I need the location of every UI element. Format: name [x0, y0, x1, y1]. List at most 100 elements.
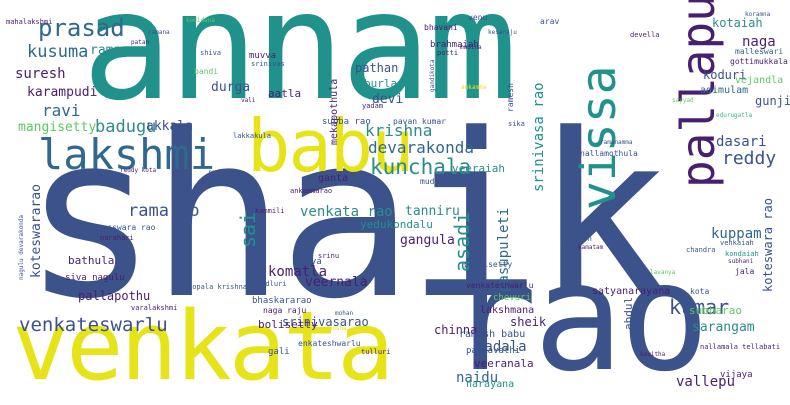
- word-potti: potti: [437, 49, 459, 57]
- word-narayana: narayana: [466, 379, 515, 390]
- word-annam: annam: [82, 0, 518, 134]
- word-gandikota: gandikota: [429, 59, 436, 92]
- word-mohan: mohan: [335, 310, 354, 317]
- word-reddy: reddy: [722, 148, 777, 169]
- word-madala: madala: [476, 339, 527, 355]
- word-pathan: pathan: [355, 61, 399, 75]
- word-koteswara-rao: koteswara rao: [761, 198, 775, 292]
- word-vissa: vissa: [571, 65, 627, 211]
- word-shaik: shaik: [22, 86, 670, 349]
- word-mekapothula: mekapothula: [329, 78, 340, 145]
- word-bhaskararao: bhaskararao: [252, 296, 312, 306]
- word-srinivas: srinivas: [251, 60, 285, 68]
- word-koramna: koramna: [745, 11, 771, 18]
- word-veernala: veernala: [305, 275, 368, 290]
- word-lakkakula: lakkakula: [233, 132, 271, 140]
- word-aatla: aatla: [268, 87, 302, 100]
- word-subhani: subhani: [728, 258, 754, 265]
- word-lavanya: lavanya: [650, 269, 676, 276]
- word-bathula: bathula: [68, 254, 115, 267]
- word-venu: venu: [468, 13, 488, 22]
- word-raghava: raghava: [208, 169, 234, 176]
- word-abdul: abdul: [622, 296, 635, 330]
- word-gudluri: gudluri: [257, 280, 287, 288]
- word-jala: jala: [735, 267, 755, 276]
- word-krishna: krishna: [365, 121, 433, 140]
- word-ramesh: ramesh: [506, 83, 515, 112]
- word-vijaya: vijaya: [720, 370, 753, 380]
- word-kunchala: kunchala: [370, 155, 472, 179]
- word-shiva: shiva: [200, 49, 222, 57]
- word-ankamma: ankamma: [461, 84, 487, 91]
- word-bolisetty: bolisetty: [258, 318, 318, 331]
- word-katta: katta: [245, 247, 267, 255]
- word-chevuri: chevuri: [493, 293, 531, 303]
- word-durga: durga: [211, 80, 251, 95]
- word-tanniru: tanniru: [405, 204, 460, 219]
- word-venkata-rao: venkata rao: [300, 204, 393, 220]
- word-sika: sika: [508, 120, 525, 128]
- word-chandra: chandra: [686, 246, 716, 254]
- word-kamatam: kamatam: [578, 244, 604, 251]
- word-devarakonda: devarakonda: [368, 138, 474, 157]
- word-arav: arav: [540, 17, 560, 26]
- word-ramesh-babu: ramesh babu: [459, 329, 526, 340]
- word-gangula: gangula: [400, 233, 455, 248]
- word-srinivasa-rao: srinivasa rao: [531, 82, 547, 192]
- word-subbarao: subbarao: [689, 304, 742, 317]
- word-brahmaiah: brahmaiah: [430, 40, 479, 50]
- word-dasari: dasari: [716, 134, 767, 150]
- word-kota: kota: [690, 287, 710, 296]
- word-nagesswara-rao: nagesswara rao: [88, 223, 156, 232]
- word-siva-nagulu: siva nagulu: [65, 273, 125, 283]
- word-kammili: kammili: [255, 207, 285, 215]
- word-veeraiah: veeraiah: [452, 162, 505, 175]
- word-devi: devi: [372, 92, 404, 107]
- word-ramarao: ramarao: [128, 201, 200, 221]
- word-lakshmana: lakshmana: [480, 305, 535, 316]
- word-adimulam: adimulam: [700, 85, 749, 96]
- word-naidu: naidu: [456, 370, 499, 386]
- word-pasupuleti: pasupuleti: [496, 207, 512, 292]
- word-badugu: badugu: [95, 117, 157, 137]
- word-kesaraju: kesaraju: [488, 29, 517, 36]
- word-bhavani: bhavani: [424, 23, 458, 32]
- word-lakshmi: lakshmi: [38, 130, 216, 179]
- word-sheik: sheik: [510, 315, 547, 329]
- word-gopala-krishna: gopala krishna: [188, 283, 248, 291]
- word-ravi: ravi: [42, 101, 81, 120]
- word-venkata: venkata: [12, 292, 394, 402]
- word-pallapothu: pallapothu: [78, 289, 151, 303]
- word-pavan-kumar: pavan kumar: [393, 117, 446, 126]
- word-suddapalli: suddapalli: [172, 215, 187, 294]
- word-nallamothula: nallamothula: [580, 149, 638, 158]
- word-kondaiah: kondaiah: [725, 250, 759, 258]
- word-suresh: suresh: [15, 66, 66, 82]
- word-naga: naga: [742, 34, 776, 50]
- word-bandi: bandi: [194, 67, 219, 76]
- word-kotaiah: kotaiah: [712, 16, 763, 30]
- word-edurugatla: edurugatla: [716, 112, 753, 119]
- word-yedukondalu: yedukondalu: [360, 218, 433, 231]
- word-nallamala-tellabati: nallamala tellabati: [700, 343, 781, 351]
- word-kodidana: kodidana: [186, 17, 215, 24]
- word-yadam: yadam: [362, 102, 384, 110]
- word-sayyad: sayyad: [672, 97, 694, 104]
- word-enkateshwarlu: enkateshwarlu: [298, 339, 361, 348]
- word-sarangam: sarangam: [692, 320, 755, 335]
- word-anusha: anusha: [325, 325, 347, 332]
- word-nagulu-devarakonda: nagulu devarakonda: [18, 214, 25, 280]
- word-patan: patan: [131, 39, 150, 46]
- word-komatla: komatla: [268, 264, 328, 280]
- word-mangisetty: mangisetty: [18, 120, 97, 135]
- word-kavitha: kavitha: [640, 351, 666, 358]
- word-gali: gali: [268, 347, 290, 357]
- word-tulluri: tulluri: [361, 348, 391, 356]
- word-veeranala: veeranala: [474, 357, 534, 370]
- word-vallepu: vallepu: [676, 374, 736, 390]
- word-srinivasarao: srinivasarao: [282, 315, 369, 329]
- word-sai: sai: [236, 211, 260, 248]
- word-venkateshwarlu: venkateshwarlu: [466, 281, 534, 290]
- word-prasad: prasad: [38, 14, 125, 42]
